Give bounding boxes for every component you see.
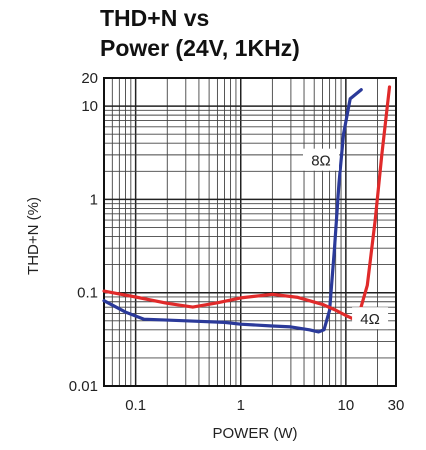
y-tick-label: 1 [90, 191, 98, 208]
chart-title-line-1: THD+N vs [100, 5, 209, 31]
y-tick-label: 0.1 [77, 285, 98, 302]
tick-labels: 0.1 1 10 30 0.01 0.1 1 10 20 [69, 70, 405, 414]
x-tick-label: 1 [237, 397, 245, 414]
series-label-1: 8Ω [311, 153, 331, 170]
series-line-1 [102, 88, 363, 334]
series-label-2: 4Ω [360, 311, 380, 328]
y-tick-label: 20 [81, 70, 98, 87]
chart-title-line-2: Power (24V, 1KHz) [100, 35, 300, 61]
x-axis-label: POWER (W) [213, 425, 298, 442]
axes [103, 77, 397, 387]
y-tick-label: 0.01 [69, 378, 98, 395]
series-line-2 [102, 85, 392, 320]
x-tick-label: 10 [338, 397, 355, 414]
y-axis-label: THD+N (%) [25, 197, 42, 275]
y-tick-label: 10 [81, 98, 98, 115]
series-labels: 8Ω 4Ω [302, 148, 389, 330]
series-label-background [352, 307, 389, 330]
x-tick-label: 0.1 [125, 397, 146, 414]
x-tick-label: 30 [388, 397, 405, 414]
series-label-background [302, 148, 339, 171]
plot-series [102, 85, 392, 334]
grid [104, 78, 396, 386]
plot-frame [103, 77, 397, 387]
